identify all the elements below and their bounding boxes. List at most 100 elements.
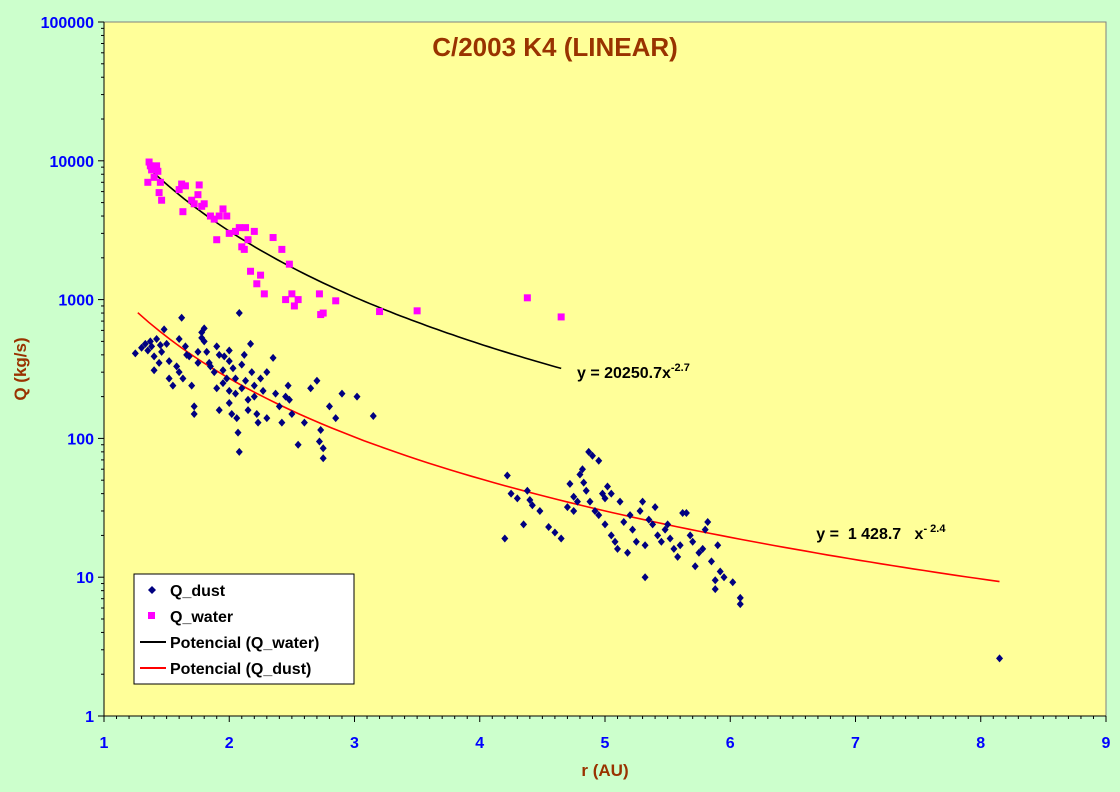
x-tick-label: 4 [475,735,484,752]
water-point [253,280,261,288]
water-point [235,224,243,232]
equation-dust-base: y = 1 428.7 x [816,526,923,543]
water-point [195,181,203,189]
x-tick-label: 8 [976,735,985,752]
y-tick-label: 100 [67,431,94,448]
water-point [181,182,189,190]
dust-point [624,548,632,557]
water-point [148,166,156,174]
dust-point [573,497,581,506]
x-tick-label: 1 [100,735,109,752]
dust-point [244,395,252,404]
y-tick-label: 100000 [41,15,94,32]
water-point [156,178,164,186]
dust-point [148,342,156,351]
dust-point [649,520,657,529]
water-point [269,234,277,242]
dust-point [651,503,659,512]
dust-point [699,544,707,553]
dust-point [313,376,321,385]
dust-point [163,339,171,348]
dust-point [585,447,593,456]
dust-point [278,418,286,427]
legend-water-fit-label: Potencial (Q_water) [170,635,319,652]
dust-point [526,495,534,504]
legend: Q_dust Q_water Potencial (Q_water) Poten… [133,573,355,685]
dust-point [190,402,198,411]
dust-point [670,544,678,553]
dust-point [225,346,233,355]
water-point [146,162,154,170]
water-point [315,290,323,298]
water-point [294,296,302,304]
dust-point [729,578,737,587]
water-point [257,271,265,279]
dust-point [213,342,221,351]
dust-point [307,384,315,393]
dust-point [588,451,596,460]
legend-dust-fit-label: Potencial (Q_dust) [170,661,311,678]
dust-point [736,593,744,602]
dust-point [586,497,594,506]
dust-point [206,362,214,371]
dust-point [679,509,687,518]
water-point [260,290,268,298]
dust-point [353,392,361,401]
dust-point [996,654,1004,663]
water-point [244,236,252,244]
dust-point [319,454,327,463]
dust-point [501,534,509,543]
dust-point [235,447,243,456]
dust-point [711,585,719,594]
water-point [200,200,208,208]
dust-point [654,531,662,540]
dust-point [156,341,164,350]
dust-point [238,360,246,369]
dust-point [223,374,231,383]
dust-point [513,494,521,503]
dust-point [595,511,603,520]
dust-point [601,494,609,503]
equation-dust: y = 1 428.7 x- 2.4 [794,519,959,543]
dust-point [225,386,233,395]
dust-point [674,552,682,561]
dust-point [315,437,323,446]
dust-point [686,531,694,540]
dust-point [194,347,202,356]
dust-point [250,381,258,390]
x-tick-label: 2 [225,735,234,752]
water-point [154,167,162,175]
x-tick-label: 3 [350,735,359,752]
water-point [288,290,296,298]
data-points [131,158,1004,663]
dust-point [536,506,544,515]
dust-point [275,402,283,411]
x-tick-label: 7 [851,735,860,752]
dust-point [629,525,637,534]
water-point [332,297,340,305]
dust-point [228,409,236,418]
dust-point [566,479,574,488]
dust-point [691,562,699,571]
water-point [150,173,158,181]
dust-point [165,374,173,383]
dust-point [248,368,256,377]
dust-point [591,506,599,515]
dust-point [711,576,719,585]
legend-dust-marker [148,586,156,594]
dust-point [714,541,722,550]
water-point [158,196,166,204]
water-point [523,294,531,302]
dust-point [250,392,258,401]
dust-point [247,339,255,348]
dust-point [138,343,146,352]
dust-point [578,465,586,474]
dust-point [523,486,531,495]
dust-point [563,503,571,512]
axes: 1 10 100 1000 10000 100000 1 2 3 4 5 6 7 8 9 [41,15,1111,752]
dust-point [636,506,644,515]
dust-point [319,444,327,453]
dust-point [676,541,684,550]
dust-point [215,350,223,359]
